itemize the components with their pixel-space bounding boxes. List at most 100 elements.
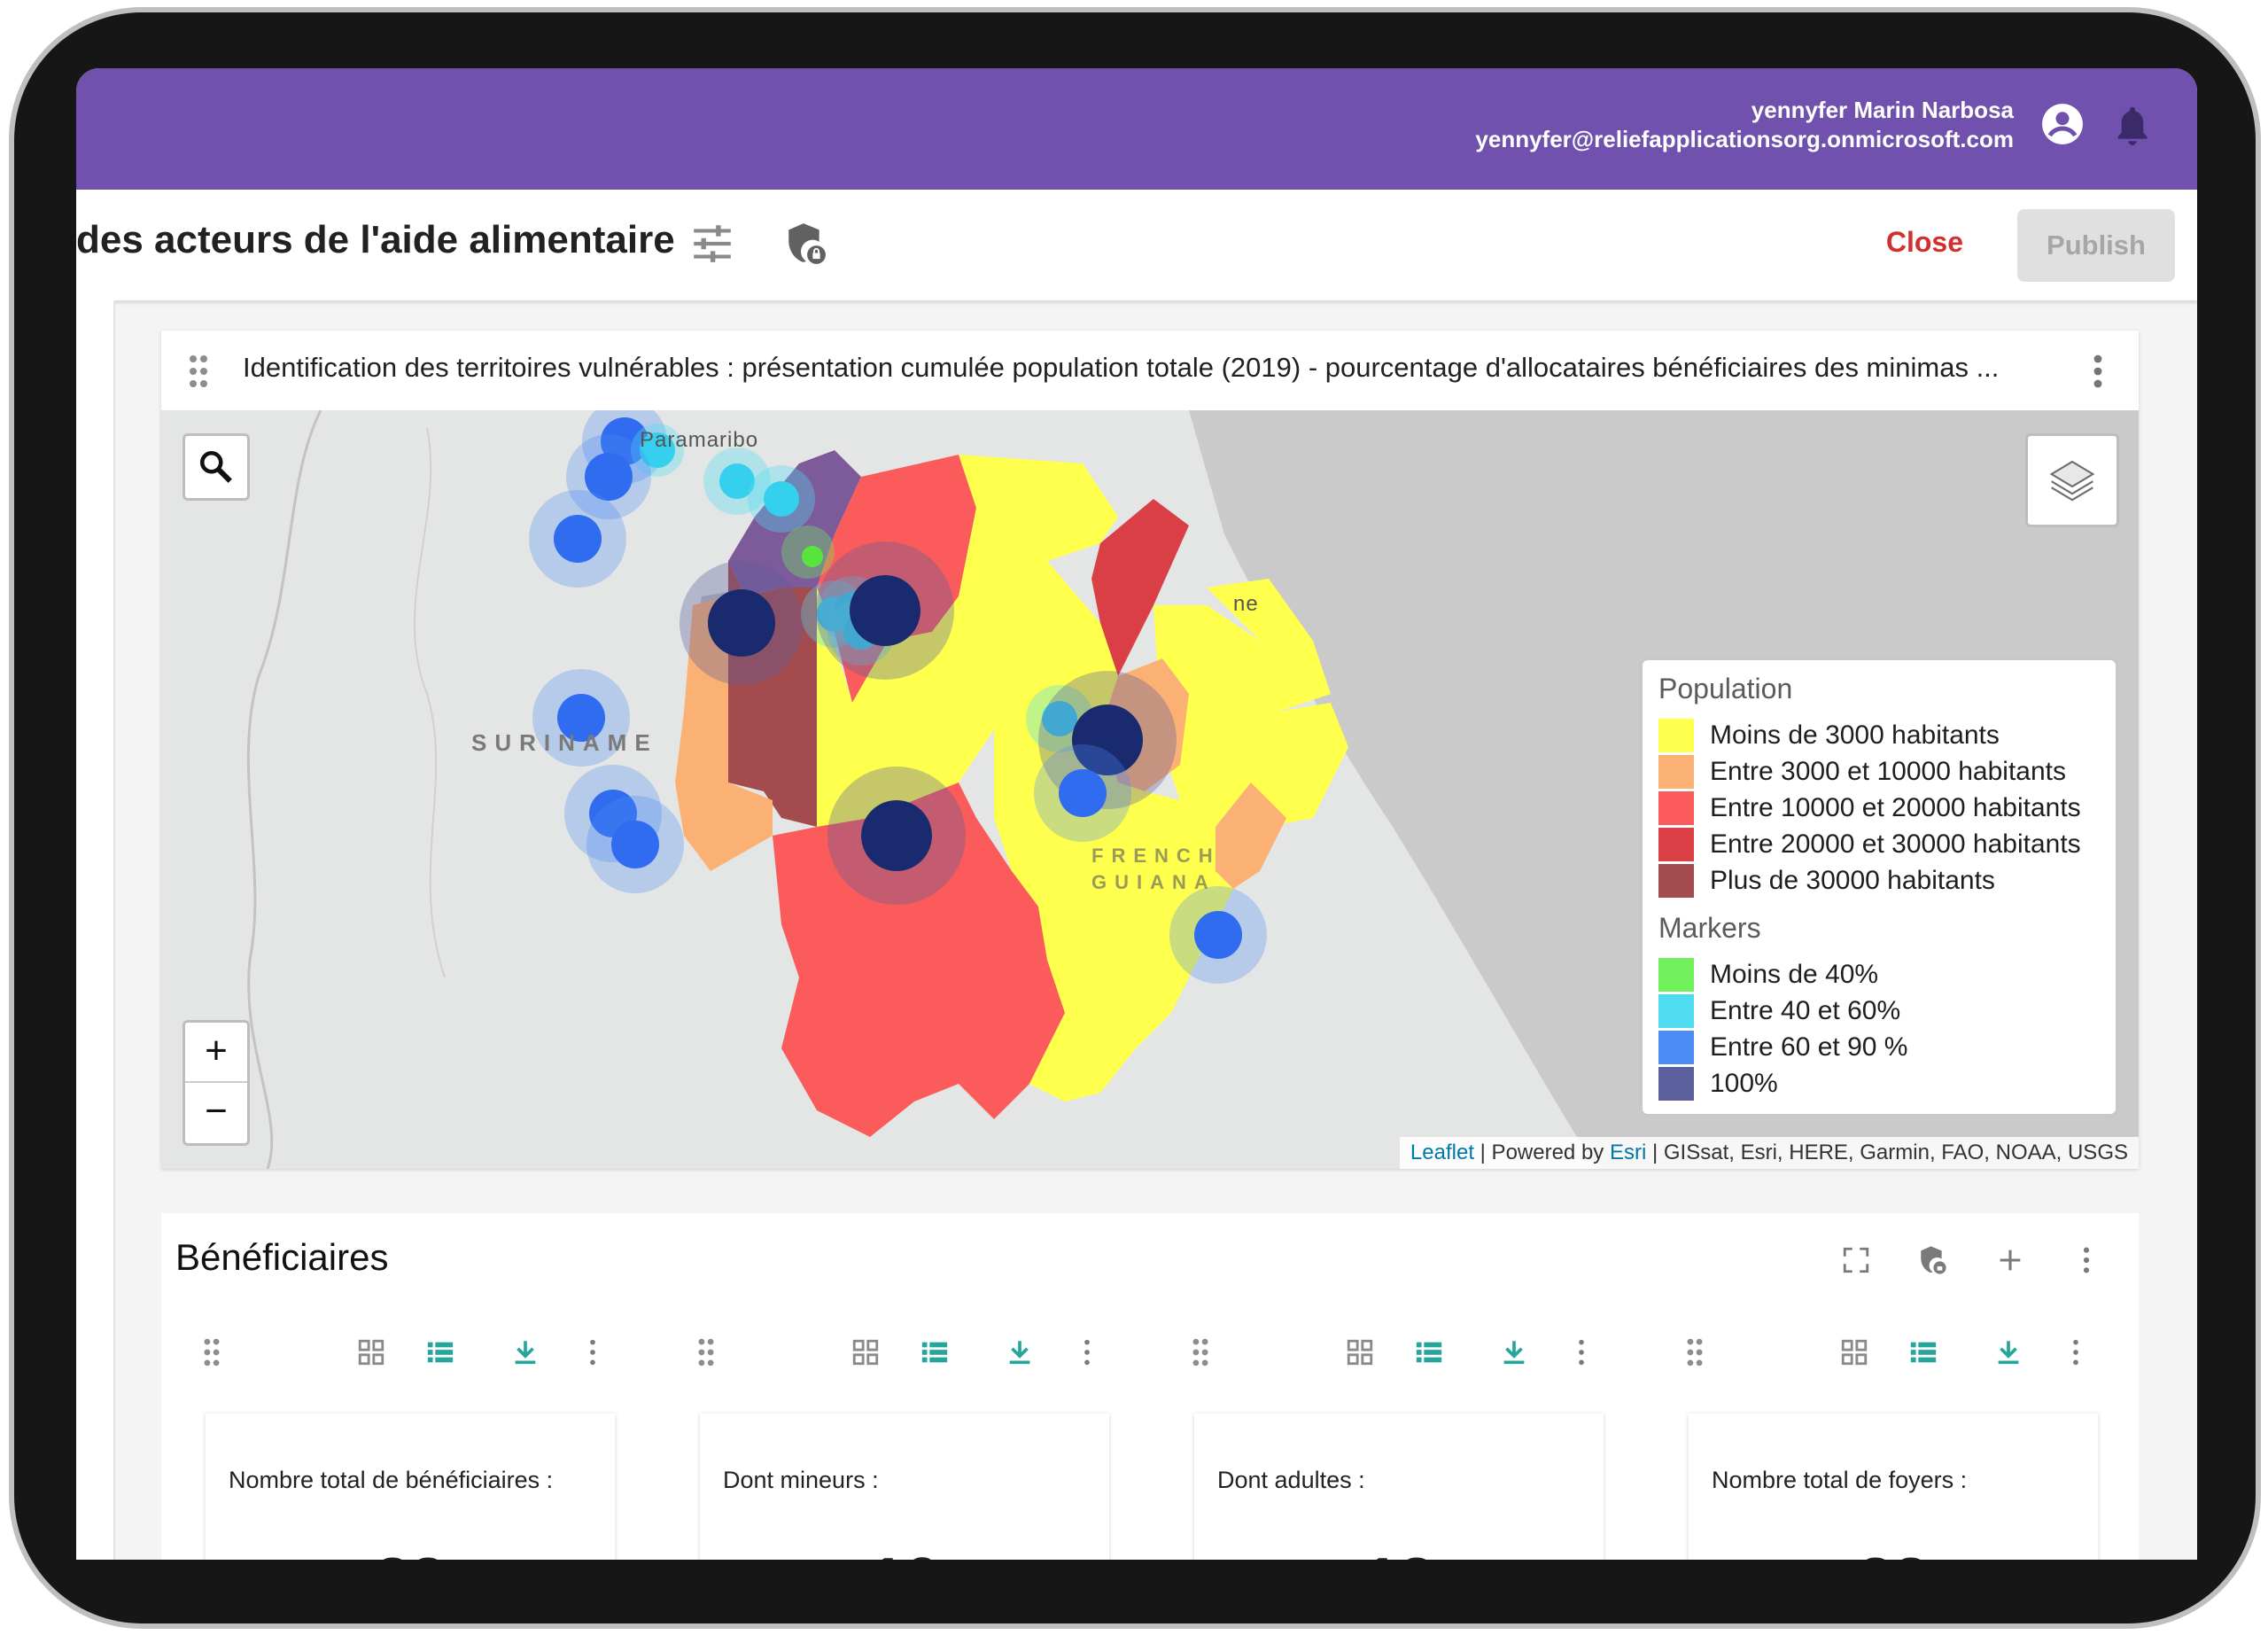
city-label: Paramaribo xyxy=(640,428,759,452)
shield-lock-icon[interactable] xyxy=(783,222,827,266)
bell-icon[interactable] xyxy=(2112,104,2153,148)
summary-tile: Nombre total de bénéficiaires : 22 xyxy=(206,1413,615,1560)
summary-tile: Dont adultes : 12 xyxy=(1194,1413,1604,1560)
legend-population-title: Population xyxy=(1658,673,1793,705)
map-layers-button[interactable] xyxy=(2025,433,2119,527)
download-icon[interactable] xyxy=(1993,1337,2023,1367)
legend-swatch xyxy=(1658,755,1694,789)
attribution-sources: | GISsat, Esri, HERE, Garmin, FAO, NOAA,… xyxy=(1646,1141,2128,1164)
fullscreen-icon[interactable] xyxy=(1841,1245,1871,1275)
grid-view-icon[interactable] xyxy=(1839,1337,1869,1367)
list-view-icon[interactable] xyxy=(1908,1337,1938,1367)
tile-value: 12 xyxy=(1194,1545,1604,1560)
legend-label: Entre 10000 et 20000 habitants xyxy=(1710,793,2081,822)
map-widget-title: Identification des territoires vulnérabl… xyxy=(243,352,2000,383)
tile-label: Nombre total de foyers : xyxy=(1712,1467,1968,1493)
user-name: yennyfer Marin Narbosa xyxy=(1751,97,2014,123)
page-title: des acteurs de l'aide alimentaire xyxy=(76,218,675,261)
region-label-1: FRENCH xyxy=(1091,845,1221,867)
more-vert-icon[interactable] xyxy=(2093,354,2103,389)
close-button[interactable]: Close xyxy=(1881,225,1969,260)
legend-label: Plus de 30000 habitants xyxy=(1710,866,1995,895)
more-vert-icon[interactable] xyxy=(578,1337,608,1367)
more-vert-icon[interactable] xyxy=(2061,1337,2091,1367)
legend-swatch xyxy=(1658,994,1694,1028)
drag-handle-icon[interactable] xyxy=(1185,1337,1216,1367)
partial-label: ne xyxy=(1233,592,1259,616)
grid-view-icon[interactable] xyxy=(356,1337,386,1367)
widget-toolbar xyxy=(691,1337,1107,1382)
grid-view-icon[interactable] xyxy=(1345,1337,1375,1367)
grid-view-icon[interactable] xyxy=(850,1337,881,1367)
tile-value: 10 xyxy=(700,1545,1109,1560)
widget-toolbar xyxy=(1680,1337,2096,1382)
drag-handle-icon[interactable] xyxy=(691,1337,721,1367)
legend-swatch xyxy=(1658,719,1694,752)
download-icon[interactable] xyxy=(1499,1337,1529,1367)
map-search-button[interactable] xyxy=(183,433,250,501)
tile-label: Nombre total de bénéficiaires : xyxy=(229,1467,554,1493)
legend-label: 100% xyxy=(1710,1069,1778,1098)
leaflet-link[interactable]: Leaflet xyxy=(1410,1141,1474,1164)
more-vert-icon[interactable] xyxy=(2071,1245,2101,1275)
list-view-icon[interactable] xyxy=(425,1337,455,1367)
widget-toolbar xyxy=(197,1337,613,1382)
summary-tile: Dont mineurs : 10 xyxy=(700,1413,1109,1560)
sidebar-edge xyxy=(76,300,115,1560)
legend-swatch xyxy=(1658,1031,1694,1064)
map-attribution: Leaflet | Powered by Esri | GISsat, Esri… xyxy=(1399,1137,2139,1169)
list-view-icon[interactable] xyxy=(1414,1337,1444,1367)
legend-swatch xyxy=(1658,828,1694,861)
french-guiana-regions xyxy=(675,450,1348,1137)
legend-label: Moins de 3000 habitants xyxy=(1710,720,2000,750)
tile-label: Dont adultes : xyxy=(1217,1467,1365,1493)
beneficiaires-section: Bénéficiaires xyxy=(161,1213,2139,1560)
drag-handle-icon[interactable] xyxy=(197,1337,227,1367)
section-title: Bénéficiaires xyxy=(175,1236,389,1278)
more-vert-icon[interactable] xyxy=(1072,1337,1102,1367)
map-widget: Identification des territoires vulnérabl… xyxy=(161,331,2139,1169)
download-icon[interactable] xyxy=(1005,1337,1035,1367)
tile-value: 22 xyxy=(206,1545,615,1560)
tile-value: 22 xyxy=(1689,1545,2098,1560)
tile-label: Dont mineurs : xyxy=(723,1467,879,1493)
list-view-icon[interactable] xyxy=(920,1337,950,1367)
shield-lock-icon[interactable] xyxy=(1917,1245,1947,1275)
zoom-out-button[interactable]: − xyxy=(205,1089,228,1133)
legend-swatch xyxy=(1658,791,1694,825)
zoom-control: + − xyxy=(183,1020,250,1146)
tune-icon[interactable] xyxy=(690,223,734,264)
legend-swatch xyxy=(1658,958,1694,992)
legend-markers-title: Markers xyxy=(1658,912,1761,944)
more-vert-icon[interactable] xyxy=(1566,1337,1596,1367)
drag-handle-icon[interactable] xyxy=(1680,1337,1710,1367)
add-icon[interactable] xyxy=(1995,1245,2025,1275)
user-email: yennyfer@reliefapplicationsorg.onmicroso… xyxy=(1475,126,2014,152)
map-markers xyxy=(529,410,1267,984)
search-icon xyxy=(199,450,232,483)
legend-label: Entre 60 et 90 % xyxy=(1710,1032,1908,1062)
widget-toolbar xyxy=(1185,1337,1602,1382)
publish-button[interactable]: Publish xyxy=(2017,209,2175,282)
legend-label: Entre 40 et 60% xyxy=(1710,996,1901,1025)
app-header: yennyfer Marin Narbosa yennyfer@reliefap… xyxy=(76,68,2197,190)
layers-icon xyxy=(2049,460,2095,502)
legend-swatch xyxy=(1658,864,1694,898)
map-legend: Population Moins de 3000 habitants Entre… xyxy=(1639,657,2119,1117)
esri-link[interactable]: Esri xyxy=(1609,1141,1647,1164)
map-widget-header: Identification des territoires vulnérabl… xyxy=(161,331,2139,410)
drag-handle-icon[interactable] xyxy=(188,354,209,389)
region-label-2: GUIANA xyxy=(1091,871,1216,893)
legend-label: Moins de 40% xyxy=(1710,960,1879,989)
legend-swatch xyxy=(1658,1067,1694,1101)
summary-tile: Nombre total de foyers : 22 xyxy=(1689,1413,2098,1560)
legend-label: Entre 20000 et 30000 habitants xyxy=(1710,829,2081,859)
attribution-sep: | Powered by xyxy=(1473,1141,1610,1164)
page-toolbar: des acteurs de l'aide alimentaire Close … xyxy=(76,190,2197,300)
country-label: SURINAME xyxy=(471,729,658,756)
zoom-in-button[interactable]: + xyxy=(185,1023,247,1083)
map-canvas[interactable]: Paramaribo SURINAME FRENCH GUIANA ne xyxy=(161,410,2139,1169)
account-circle-icon[interactable] xyxy=(2040,102,2085,146)
download-icon[interactable] xyxy=(510,1337,540,1367)
app-screen: yennyfer Marin Narbosa yennyfer@reliefap… xyxy=(76,68,2197,1560)
